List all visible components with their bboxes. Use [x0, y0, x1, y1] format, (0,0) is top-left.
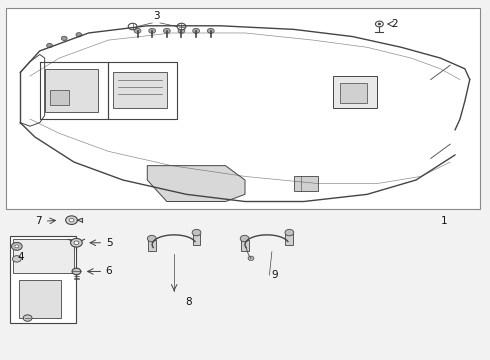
FancyBboxPatch shape: [13, 239, 74, 273]
Circle shape: [149, 28, 156, 33]
Bar: [49, 90, 69, 105]
Circle shape: [207, 28, 214, 33]
Polygon shape: [148, 240, 156, 251]
Text: 6: 6: [106, 266, 112, 276]
Circle shape: [378, 23, 381, 25]
Circle shape: [72, 268, 81, 275]
Circle shape: [74, 241, 79, 244]
Text: 4: 4: [18, 252, 24, 262]
Bar: [45, 69, 98, 112]
Bar: [113, 72, 167, 108]
Circle shape: [285, 229, 294, 236]
Polygon shape: [286, 234, 293, 245]
Circle shape: [178, 28, 185, 33]
Bar: [5, 8, 480, 209]
Text: 8: 8: [186, 297, 192, 307]
Circle shape: [248, 256, 254, 260]
Circle shape: [76, 33, 82, 37]
Bar: [294, 176, 318, 191]
Circle shape: [23, 315, 32, 321]
Circle shape: [11, 242, 22, 250]
Circle shape: [128, 23, 137, 30]
Circle shape: [147, 235, 156, 242]
Bar: [10, 235, 76, 323]
Circle shape: [177, 23, 186, 30]
Text: 5: 5: [106, 238, 112, 248]
Text: 2: 2: [392, 19, 398, 29]
Circle shape: [163, 28, 170, 33]
Circle shape: [15, 245, 19, 248]
Circle shape: [12, 256, 21, 262]
Polygon shape: [147, 166, 245, 202]
Polygon shape: [241, 240, 248, 251]
Circle shape: [375, 21, 383, 27]
Bar: [340, 83, 367, 103]
Circle shape: [69, 219, 74, 222]
Bar: [19, 280, 61, 318]
Circle shape: [71, 238, 82, 247]
Circle shape: [61, 36, 67, 41]
Circle shape: [134, 28, 141, 33]
Circle shape: [193, 28, 199, 33]
Text: 9: 9: [272, 270, 278, 280]
Polygon shape: [193, 234, 200, 245]
Circle shape: [47, 43, 52, 48]
Circle shape: [66, 216, 77, 225]
Circle shape: [240, 235, 249, 242]
Text: 1: 1: [441, 216, 447, 226]
Text: 7: 7: [36, 216, 42, 226]
Text: 3: 3: [153, 11, 159, 21]
Bar: [333, 76, 377, 108]
Circle shape: [192, 229, 201, 236]
